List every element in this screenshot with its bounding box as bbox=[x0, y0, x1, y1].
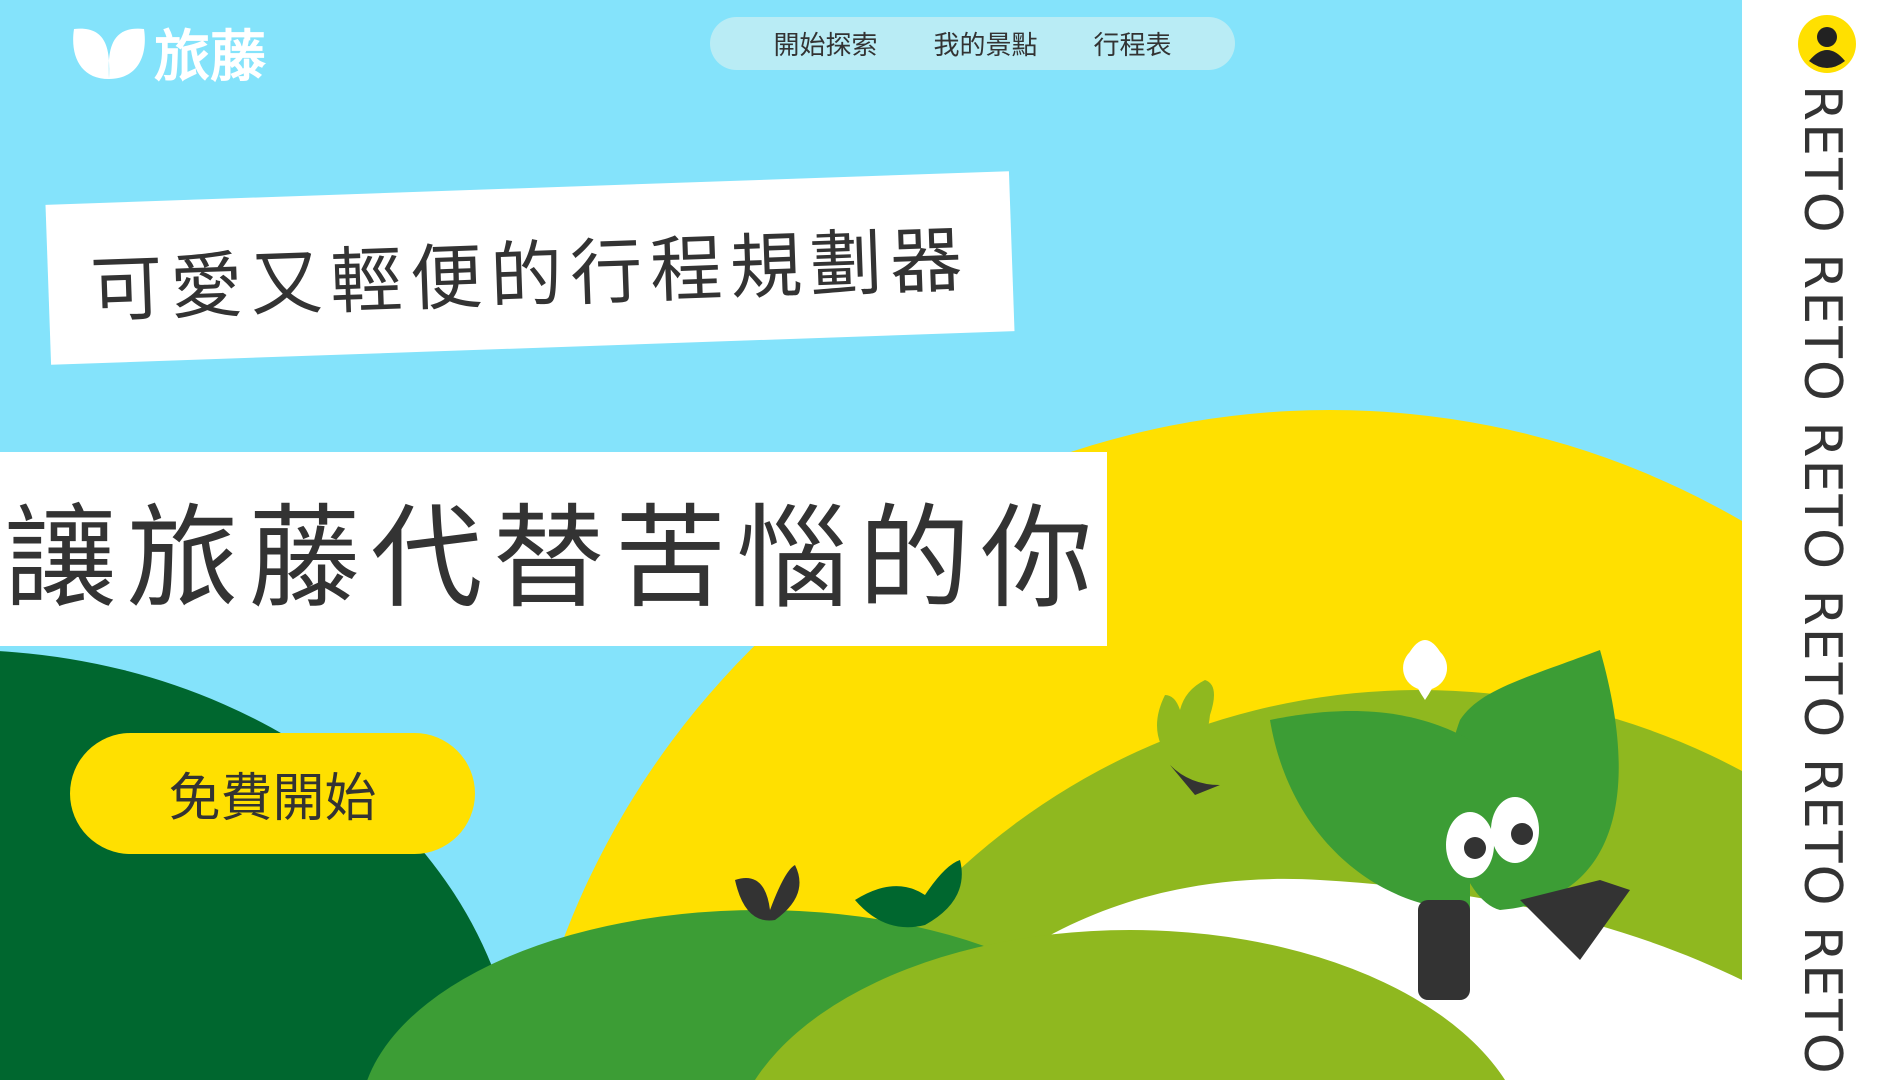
hero-area: 旅藤 開始探索 我的景點 行程表 可愛又輕便的行程規劃器 讓旅藤代替苦惱的你 免… bbox=[0, 0, 1742, 1080]
nav-bar: 開始探索 我的景點 行程表 bbox=[710, 17, 1235, 70]
logo-text: 旅藤 bbox=[154, 25, 266, 90]
user-avatar[interactable] bbox=[1797, 14, 1857, 74]
marquee-text: RETO RETO RETO RETO RETO RETO RETO RETO … bbox=[1792, 85, 1852, 1080]
nav-item[interactable]: 我的景點 bbox=[933, 31, 1038, 61]
tagline: 可愛又輕便的行程規劃器 bbox=[45, 171, 1015, 365]
nav-item[interactable]: 行程表 bbox=[1093, 31, 1172, 61]
logo-icon bbox=[73, 28, 145, 79]
sidebar: RETO RETO RETO RETO RETO RETO RETO RETO … bbox=[1742, 0, 1896, 1080]
landscape bbox=[0, 410, 1742, 1080]
cta-button[interactable]: 免費開始 bbox=[70, 733, 475, 854]
headline: 讓旅藤代替苦惱的你 bbox=[0, 452, 1107, 646]
logo[interactable]: 旅藤 bbox=[70, 12, 266, 93]
nav-item[interactable]: 開始探索 bbox=[773, 31, 878, 61]
